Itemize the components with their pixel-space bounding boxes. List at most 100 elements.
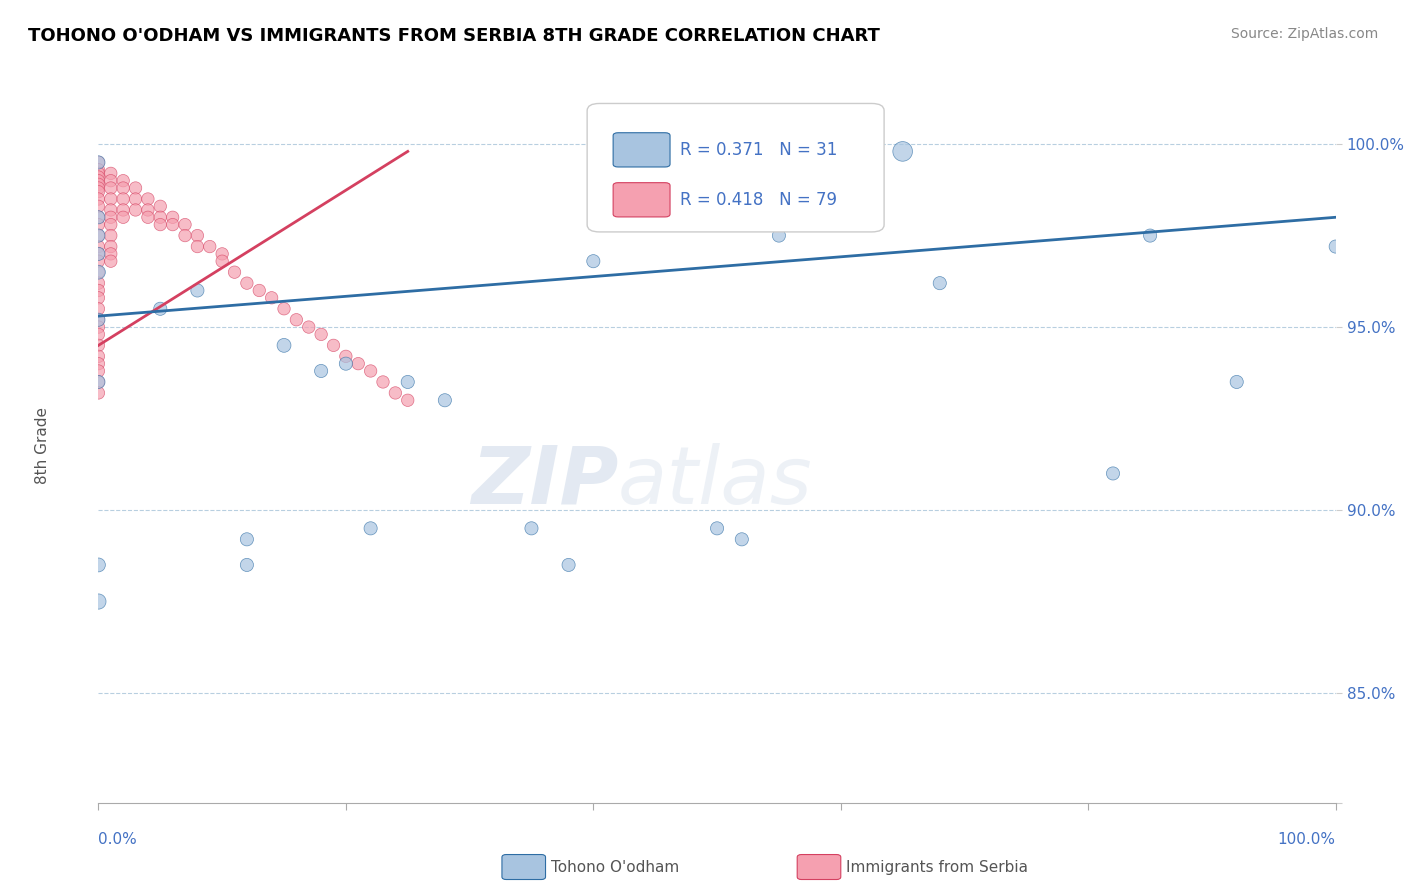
Point [1226, 375, 1249, 389]
Point [87, 228, 110, 243]
Point [433, 393, 456, 408]
Point [149, 301, 172, 316]
Point [162, 218, 184, 232]
Point [1102, 467, 1125, 481]
Point [347, 357, 370, 371]
Point [100, 218, 122, 232]
Point [87, 276, 110, 290]
Point [520, 521, 543, 535]
Point [124, 181, 146, 195]
Point [360, 364, 382, 378]
Point [335, 357, 357, 371]
Point [87, 386, 110, 401]
Point [186, 228, 208, 243]
Point [87, 155, 110, 169]
Point [273, 301, 295, 316]
Point [87, 594, 110, 608]
Point [87, 349, 110, 363]
Text: ZIP: ZIP [471, 442, 619, 521]
Point [87, 174, 110, 188]
Point [112, 192, 135, 206]
Point [112, 181, 135, 195]
Point [136, 202, 159, 217]
Point [928, 276, 950, 290]
Point [384, 386, 406, 401]
Point [87, 162, 110, 177]
Point [322, 338, 344, 352]
Point [87, 338, 110, 352]
Point [891, 145, 914, 159]
Point [768, 228, 790, 243]
Point [87, 254, 110, 268]
Point [1139, 228, 1161, 243]
Point [87, 185, 110, 199]
Text: R = 0.418   N = 79: R = 0.418 N = 79 [681, 191, 837, 209]
Point [186, 239, 208, 253]
Point [87, 199, 110, 213]
Point [335, 349, 357, 363]
Point [360, 521, 382, 535]
Point [211, 247, 233, 261]
Point [87, 312, 110, 326]
Point [87, 247, 110, 261]
Point [87, 181, 110, 195]
Point [100, 181, 122, 195]
Point [198, 239, 221, 253]
Point [186, 284, 208, 298]
Point [100, 254, 122, 268]
Point [136, 211, 159, 225]
Point [174, 218, 197, 232]
Point [309, 364, 332, 378]
Point [136, 192, 159, 206]
Point [706, 521, 728, 535]
Point [100, 228, 122, 243]
Point [87, 265, 110, 279]
Point [100, 239, 122, 253]
Text: R = 0.371   N = 31: R = 0.371 N = 31 [681, 141, 838, 159]
Point [124, 192, 146, 206]
Point [149, 211, 172, 225]
Point [247, 284, 270, 298]
Text: 0.0%: 0.0% [98, 832, 138, 847]
Point [149, 218, 172, 232]
Point [224, 265, 246, 279]
Point [273, 338, 295, 352]
Text: 8th Grade: 8th Grade [35, 408, 51, 484]
Text: Immigrants from Serbia: Immigrants from Serbia [846, 860, 1028, 874]
Point [87, 178, 110, 192]
Text: TOHONO O'ODHAM VS IMMIGRANTS FROM SERBIA 8TH GRADE CORRELATION CHART: TOHONO O'ODHAM VS IMMIGRANTS FROM SERBIA… [28, 27, 880, 45]
Text: Tohono O'odham: Tohono O'odham [551, 860, 679, 874]
Point [87, 228, 110, 243]
Point [87, 301, 110, 316]
Point [731, 533, 754, 547]
Point [236, 276, 259, 290]
Point [87, 192, 110, 206]
Point [236, 533, 259, 547]
Point [87, 166, 110, 180]
Point [87, 558, 110, 572]
Point [87, 357, 110, 371]
FancyBboxPatch shape [613, 183, 671, 217]
Point [100, 166, 122, 180]
Point [100, 202, 122, 217]
Text: 100.0%: 100.0% [1278, 832, 1336, 847]
Point [100, 174, 122, 188]
Point [87, 320, 110, 334]
Point [236, 558, 259, 572]
Point [112, 174, 135, 188]
Point [87, 169, 110, 184]
Point [260, 291, 283, 305]
Point [112, 202, 135, 217]
Point [285, 312, 308, 326]
Point [87, 284, 110, 298]
Point [124, 202, 146, 217]
Text: Source: ZipAtlas.com: Source: ZipAtlas.com [1230, 27, 1378, 41]
Point [87, 247, 110, 261]
Point [162, 211, 184, 225]
FancyBboxPatch shape [588, 103, 884, 232]
Point [112, 211, 135, 225]
Point [87, 364, 110, 378]
Point [87, 211, 110, 225]
FancyBboxPatch shape [613, 133, 671, 167]
Point [396, 375, 419, 389]
